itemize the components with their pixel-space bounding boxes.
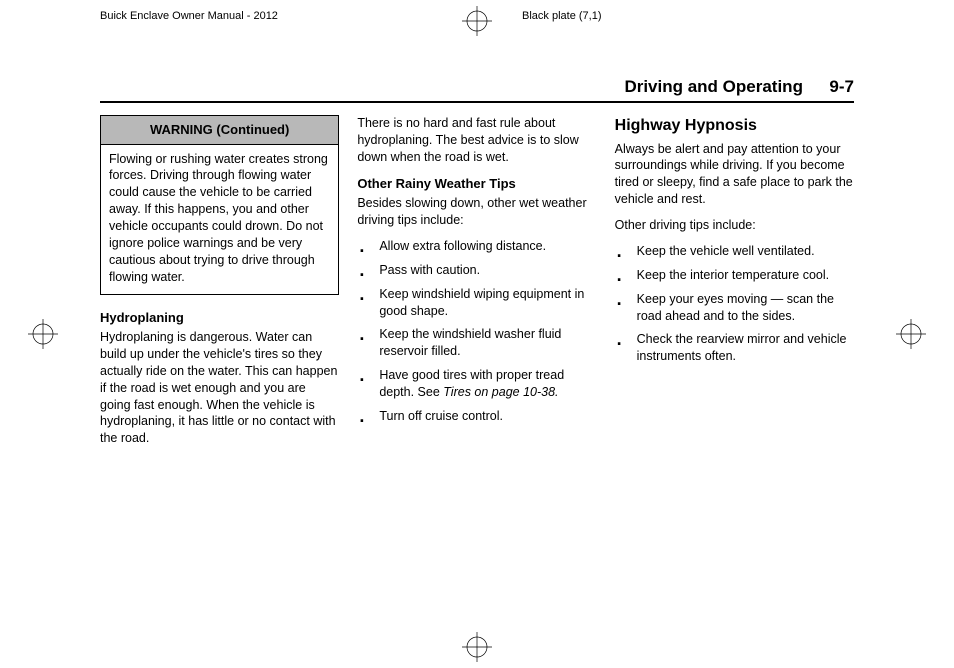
column-3: Highway Hypnosis Always be alert and pay… [615,115,854,456]
page-body: Driving and Operating 9-7 WARNING (Conti… [0,22,954,496]
list-item: Keep your eyes moving — scan the road ah… [615,291,854,325]
section-title: Driving and Operating [624,77,803,96]
list-item: Keep the windshield washer fluid reservo… [357,326,596,360]
hydroplaning-heading: Hydroplaning [100,309,339,327]
rainy-tips-list: Allow extra following distance. Pass wit… [357,238,596,425]
crop-mark-right-icon [896,319,926,349]
highway-tips-list: Keep the vehicle well ventilated. Keep t… [615,243,854,365]
crop-mark-left-icon [28,319,58,349]
page-number: 9-7 [829,77,854,96]
plate-info: Black plate (7,1) [432,10,854,22]
highway-hypnosis-intro: Always be alert and pay attention to you… [615,141,854,209]
manual-title: Buick Enclave Owner Manual - 2012 [100,10,432,22]
highway-hypnosis-heading: Highway Hypnosis [615,115,854,137]
list-item: Keep the interior temperature cool. [615,267,854,284]
rainy-tips-intro: Besides slowing down, other wet weather … [357,195,596,229]
list-item: Pass with caution. [357,262,596,279]
section-header: Driving and Operating 9-7 [100,77,854,103]
hydroplaning-advice: There is no hard and fast rule about hyd… [357,115,596,166]
hydroplaning-body: Hydroplaning is dangerous. Water can bui… [100,329,339,447]
rainy-tips-heading: Other Rainy Weather Tips [357,175,596,193]
list-item: Turn off cruise control. [357,408,596,425]
warning-body: Flowing or rushing water creates strong … [101,145,338,294]
list-item: Allow extra following distance. [357,238,596,255]
list-item: Have good tires with proper tread depth.… [357,367,596,401]
crop-mark-bottom-icon [462,632,492,662]
list-item: Keep windshield wiping equipment in good… [357,286,596,320]
tires-reference: Tires on page 10‑38. [443,385,558,399]
warning-box: WARNING (Continued) Flowing or rushing w… [100,115,339,295]
warning-heading: WARNING (Continued) [101,116,338,145]
column-2: There is no hard and fast rule about hyd… [357,115,596,456]
crop-mark-top-icon [462,6,492,36]
column-1: WARNING (Continued) Flowing or rushing w… [100,115,339,456]
list-item: Keep the vehicle well ventilated. [615,243,854,260]
highway-hypnosis-sub: Other driving tips include: [615,217,854,234]
content-columns: WARNING (Continued) Flowing or rushing w… [100,115,854,456]
list-item: Check the rearview mirror and vehicle in… [615,331,854,365]
